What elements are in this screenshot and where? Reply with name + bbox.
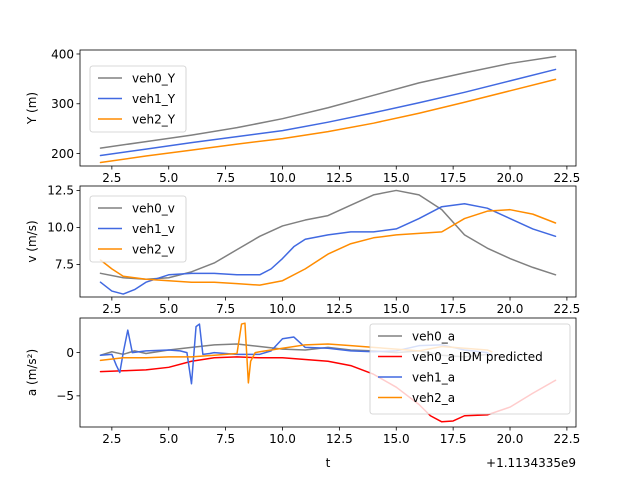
x-tick-label: 15.0 <box>383 302 410 316</box>
y-axis-label: Y (m) <box>25 92 39 125</box>
legend-box <box>89 65 187 133</box>
y-tick-label: 0 <box>66 346 74 360</box>
legend-entry: veh2_Y <box>132 112 176 126</box>
x-tick-label: 15.0 <box>383 432 410 446</box>
legend: veh0_Y veh1_Y veh2_Y <box>89 65 187 133</box>
legend-box <box>89 195 187 263</box>
x-tick-label: 7.5 <box>216 302 235 316</box>
series-line-0-0 <box>99 55 557 149</box>
legend-entry: veh0_Y <box>132 71 176 85</box>
legend-entry: veh0_a IDM predicted <box>412 350 543 364</box>
y-tick-label: 10.0 <box>47 221 74 235</box>
axes-frame <box>79 185 577 298</box>
x-tick-label: 22.5 <box>554 432 581 446</box>
legend-entry: veh0_v <box>132 201 175 215</box>
x-tick-label: 10.0 <box>269 432 296 446</box>
x-tick-label: 5.0 <box>159 432 178 446</box>
subplot-1: 2.5 5.0 7.5 10.0 12.5 15.0 17.5 20.0 22.5 200 300 4… <box>25 47 580 185</box>
x-tick-label: 22.5 <box>554 302 581 316</box>
x-tick-label: 5.0 <box>159 171 178 185</box>
series-line-1-2 <box>99 208 557 286</box>
x-tick-label: 20.0 <box>497 432 524 446</box>
x-tick-label: 12.5 <box>326 302 353 316</box>
x-tick-label: 5.0 <box>159 302 178 316</box>
x-tick-label: 7.5 <box>216 432 235 446</box>
axes-frame <box>79 49 577 167</box>
x-tick-label: 10.0 <box>269 171 296 185</box>
x-tick-label: 2.5 <box>102 302 121 316</box>
x-tick-label: 10.0 <box>269 302 296 316</box>
y-tick-label: 12.5 <box>47 184 74 198</box>
x-tick-label: 17.5 <box>440 302 467 316</box>
legend-box <box>369 323 571 415</box>
series-line-0-2 <box>99 78 557 164</box>
series-line-1-1 <box>99 203 557 295</box>
y-tick-label: 200 <box>51 147 74 161</box>
legend-entry: veh0_a <box>412 329 455 343</box>
x-tick-label: 12.5 <box>326 432 353 446</box>
y-tick-label: 300 <box>51 97 74 111</box>
x-tick-label: 17.5 <box>440 171 467 185</box>
x-offset-label: +1.1134335e9 <box>486 456 576 470</box>
y-tick-label: 7.5 <box>55 258 74 272</box>
x-tick-label: 17.5 <box>440 432 467 446</box>
x-tick-label: 20.0 <box>497 171 524 185</box>
series-line-1-0 <box>99 189 557 280</box>
x-tick-label: 2.5 <box>102 432 121 446</box>
axes-frame <box>79 317 577 428</box>
x-tick-label: 12.5 <box>326 171 353 185</box>
y-axis-label: v (m/s) <box>25 220 39 262</box>
legend: veh0_a veh0_a IDM predicted veh1_a veh2_a <box>369 323 571 415</box>
legend-entry: veh2_a <box>412 391 455 405</box>
x-axis-label: t <box>326 456 331 470</box>
y-tick-label: −5 <box>56 389 74 403</box>
series-line-0-1 <box>99 68 557 157</box>
x-tick-label: 22.5 <box>554 171 581 185</box>
x-tick-label: 2.5 <box>102 171 121 185</box>
legend-entry: veh1_Y <box>132 92 176 106</box>
legend: veh0_v veh1_v veh2_v <box>89 195 187 263</box>
y-tick-label: 400 <box>51 47 74 61</box>
x-tick-label: 15.0 <box>383 171 410 185</box>
legend-entry: veh2_v <box>132 242 175 256</box>
subplot-3: 2.5 5.0 7.5 10.0 12.5 15.0 17.5 20.0 22.5 −5 0 a (m… <box>25 317 581 470</box>
subplot-2: 2.5 5.0 7.5 10.0 12.5 15.0 17.5 20.0 22.5 7.5 10.0… <box>25 184 580 316</box>
x-tick-label: 7.5 <box>216 171 235 185</box>
y-axis-label: a (m/s²) <box>25 349 39 396</box>
legend-entry: veh1_v <box>132 222 175 236</box>
series-line-2-1 <box>99 356 557 423</box>
x-tick-label: 20.0 <box>497 302 524 316</box>
legend-entry: veh1_a <box>412 370 455 384</box>
